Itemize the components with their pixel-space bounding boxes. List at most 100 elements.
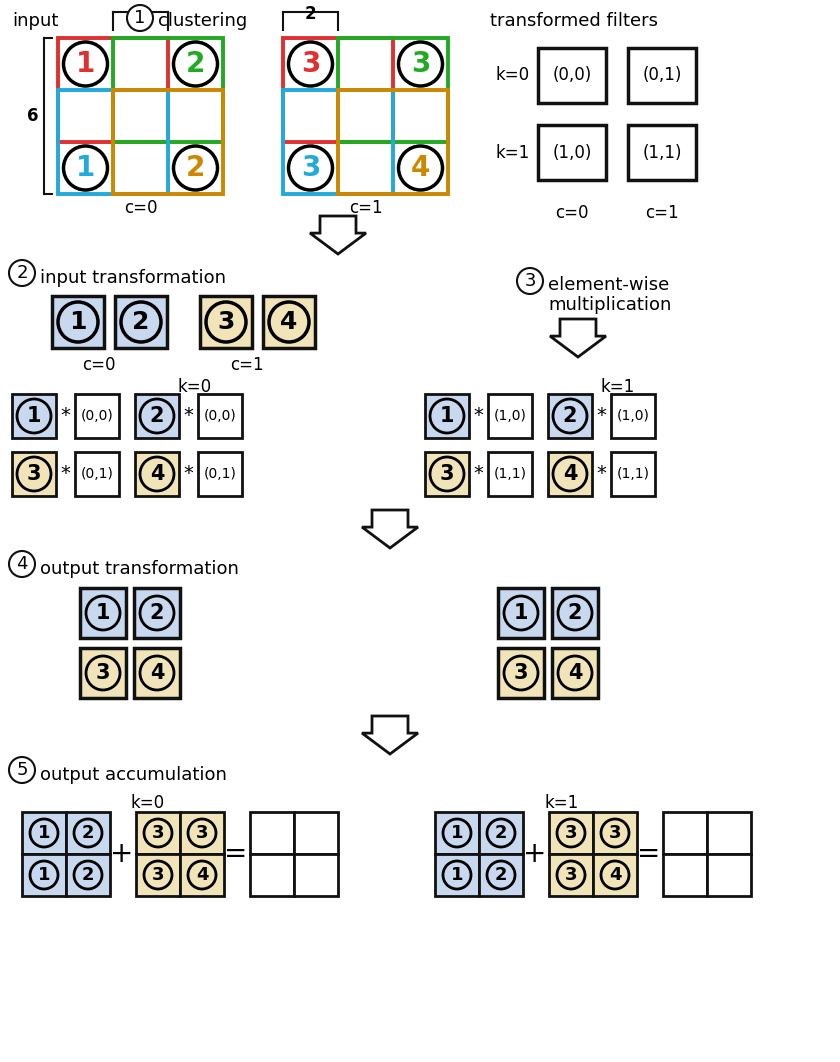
Text: 4: 4	[150, 663, 165, 683]
Text: =: =	[638, 840, 661, 868]
Bar	[283, 90, 393, 194]
Bar	[611, 394, 655, 438]
Circle shape	[188, 819, 216, 847]
Text: output accumulation: output accumulation	[40, 766, 227, 784]
Text: 4: 4	[281, 310, 297, 335]
Text: 2: 2	[495, 824, 507, 842]
Circle shape	[558, 656, 592, 690]
Circle shape	[206, 302, 246, 342]
Text: 2: 2	[305, 5, 317, 23]
Text: k=1: k=1	[601, 378, 635, 396]
Bar	[538, 125, 606, 179]
Bar	[663, 812, 707, 854]
Text: c=0: c=0	[123, 199, 157, 217]
Polygon shape	[550, 319, 606, 357]
Text: 1: 1	[76, 50, 95, 78]
Text: 1: 1	[96, 603, 110, 623]
Text: 4: 4	[609, 866, 622, 884]
Polygon shape	[362, 510, 418, 548]
Text: (1,0): (1,0)	[494, 409, 527, 423]
Circle shape	[553, 399, 587, 433]
Bar	[198, 394, 242, 438]
Circle shape	[398, 145, 443, 190]
Text: (0,1): (0,1)	[81, 467, 113, 481]
Text: 3: 3	[564, 824, 577, 842]
Bar	[134, 588, 180, 638]
Text: (0,1): (0,1)	[203, 467, 236, 481]
Text: 3: 3	[564, 866, 577, 884]
Text: 2: 2	[563, 406, 577, 426]
Circle shape	[86, 596, 120, 630]
Text: output transformation: output transformation	[40, 560, 239, 578]
Circle shape	[64, 42, 108, 86]
Circle shape	[140, 399, 174, 433]
Text: 1: 1	[440, 406, 454, 426]
Bar	[628, 125, 696, 179]
Text: 4: 4	[563, 464, 577, 484]
Text: element-wise: element-wise	[548, 276, 669, 294]
Text: 4: 4	[411, 154, 430, 182]
Circle shape	[504, 656, 538, 690]
Text: (0,0): (0,0)	[81, 409, 113, 423]
Text: transformed filters: transformed filters	[490, 12, 658, 30]
Text: 5: 5	[16, 761, 28, 780]
Circle shape	[443, 861, 471, 889]
Bar	[338, 90, 393, 142]
Bar	[12, 394, 56, 438]
Bar	[549, 812, 593, 854]
Polygon shape	[310, 216, 366, 254]
Text: clustering: clustering	[158, 12, 247, 30]
Text: +: +	[110, 840, 134, 868]
Bar	[548, 452, 592, 496]
Bar	[552, 648, 598, 698]
Circle shape	[443, 819, 471, 847]
Circle shape	[288, 145, 333, 190]
Bar	[75, 394, 119, 438]
Bar	[393, 142, 448, 194]
Text: c=1: c=1	[645, 204, 679, 222]
Bar	[338, 142, 393, 194]
Text: 3: 3	[514, 663, 528, 683]
Text: c=1: c=1	[349, 199, 382, 217]
Text: 2: 2	[16, 264, 28, 282]
Text: (1,1): (1,1)	[494, 467, 527, 481]
Bar	[168, 142, 223, 194]
Circle shape	[557, 819, 585, 847]
Text: 3: 3	[27, 464, 41, 484]
Text: 1: 1	[514, 603, 528, 623]
Bar	[294, 812, 338, 854]
Text: k=0: k=0	[178, 378, 212, 396]
Bar	[338, 90, 448, 194]
Circle shape	[121, 302, 161, 342]
Circle shape	[30, 819, 58, 847]
Bar	[136, 812, 180, 854]
Bar	[263, 296, 315, 348]
Bar	[593, 854, 637, 896]
Text: 2: 2	[81, 824, 94, 842]
Text: 4: 4	[196, 866, 208, 884]
Text: 1: 1	[134, 8, 145, 27]
Text: 3: 3	[152, 866, 165, 884]
Circle shape	[127, 5, 153, 31]
Circle shape	[17, 399, 51, 433]
Text: 2: 2	[186, 154, 205, 182]
Bar	[663, 854, 707, 896]
Circle shape	[487, 861, 515, 889]
Bar	[435, 812, 479, 854]
Bar	[80, 648, 126, 698]
Text: (0,0): (0,0)	[553, 67, 591, 85]
Circle shape	[558, 596, 592, 630]
Bar	[593, 812, 637, 854]
Bar	[283, 90, 338, 142]
Text: 4: 4	[16, 555, 28, 573]
Bar	[393, 38, 448, 90]
Bar	[113, 38, 168, 90]
Text: 4: 4	[150, 464, 165, 484]
Text: 1: 1	[451, 866, 463, 884]
Text: 3: 3	[196, 824, 208, 842]
Bar	[168, 38, 223, 90]
Bar	[498, 588, 544, 638]
Bar	[200, 296, 252, 348]
Bar	[134, 648, 180, 698]
Circle shape	[30, 861, 58, 889]
